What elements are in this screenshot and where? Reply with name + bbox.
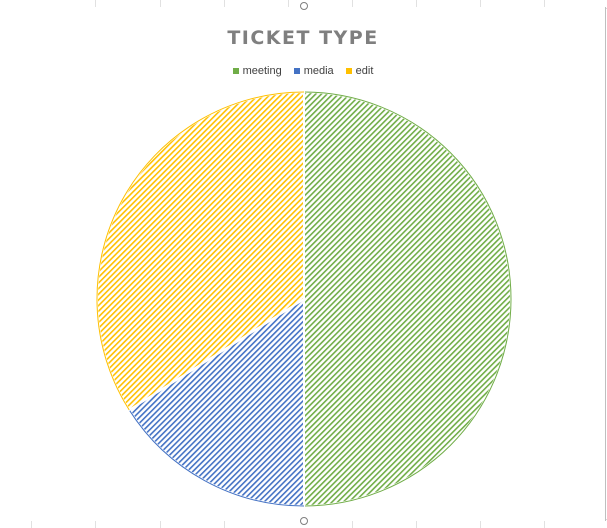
legend-label-edit: edit bbox=[355, 65, 374, 77]
legend-swatch-meeting bbox=[232, 68, 239, 74]
pie-slice-outline-edit bbox=[96, 91, 305, 411]
pie-plot bbox=[96, 90, 512, 508]
pie-slice-outline-media bbox=[128, 409, 305, 507]
legend-label-media: media bbox=[303, 65, 334, 77]
chart-legend[interactable]: meeting media edit bbox=[0, 65, 606, 77]
chart-title[interactable]: TICKET TYPE bbox=[227, 27, 379, 49]
legend-item-edit[interactable]: edit bbox=[345, 65, 374, 77]
pie-slice-meeting[interactable] bbox=[303, 90, 512, 508]
legend-swatch-edit bbox=[345, 68, 352, 74]
legend-swatch-media bbox=[293, 68, 300, 74]
chart-area[interactable]: TICKET TYPE meeting media edit bbox=[0, 7, 606, 521]
pie-slice-outline-meeting bbox=[303, 91, 512, 507]
legend-label-meeting: meeting bbox=[242, 65, 282, 77]
legend-item-media[interactable]: media bbox=[293, 65, 334, 77]
resize-handle-bottom[interactable] bbox=[300, 517, 308, 525]
resize-handle-top[interactable] bbox=[300, 2, 308, 10]
legend-item-meeting[interactable]: meeting bbox=[232, 65, 282, 77]
